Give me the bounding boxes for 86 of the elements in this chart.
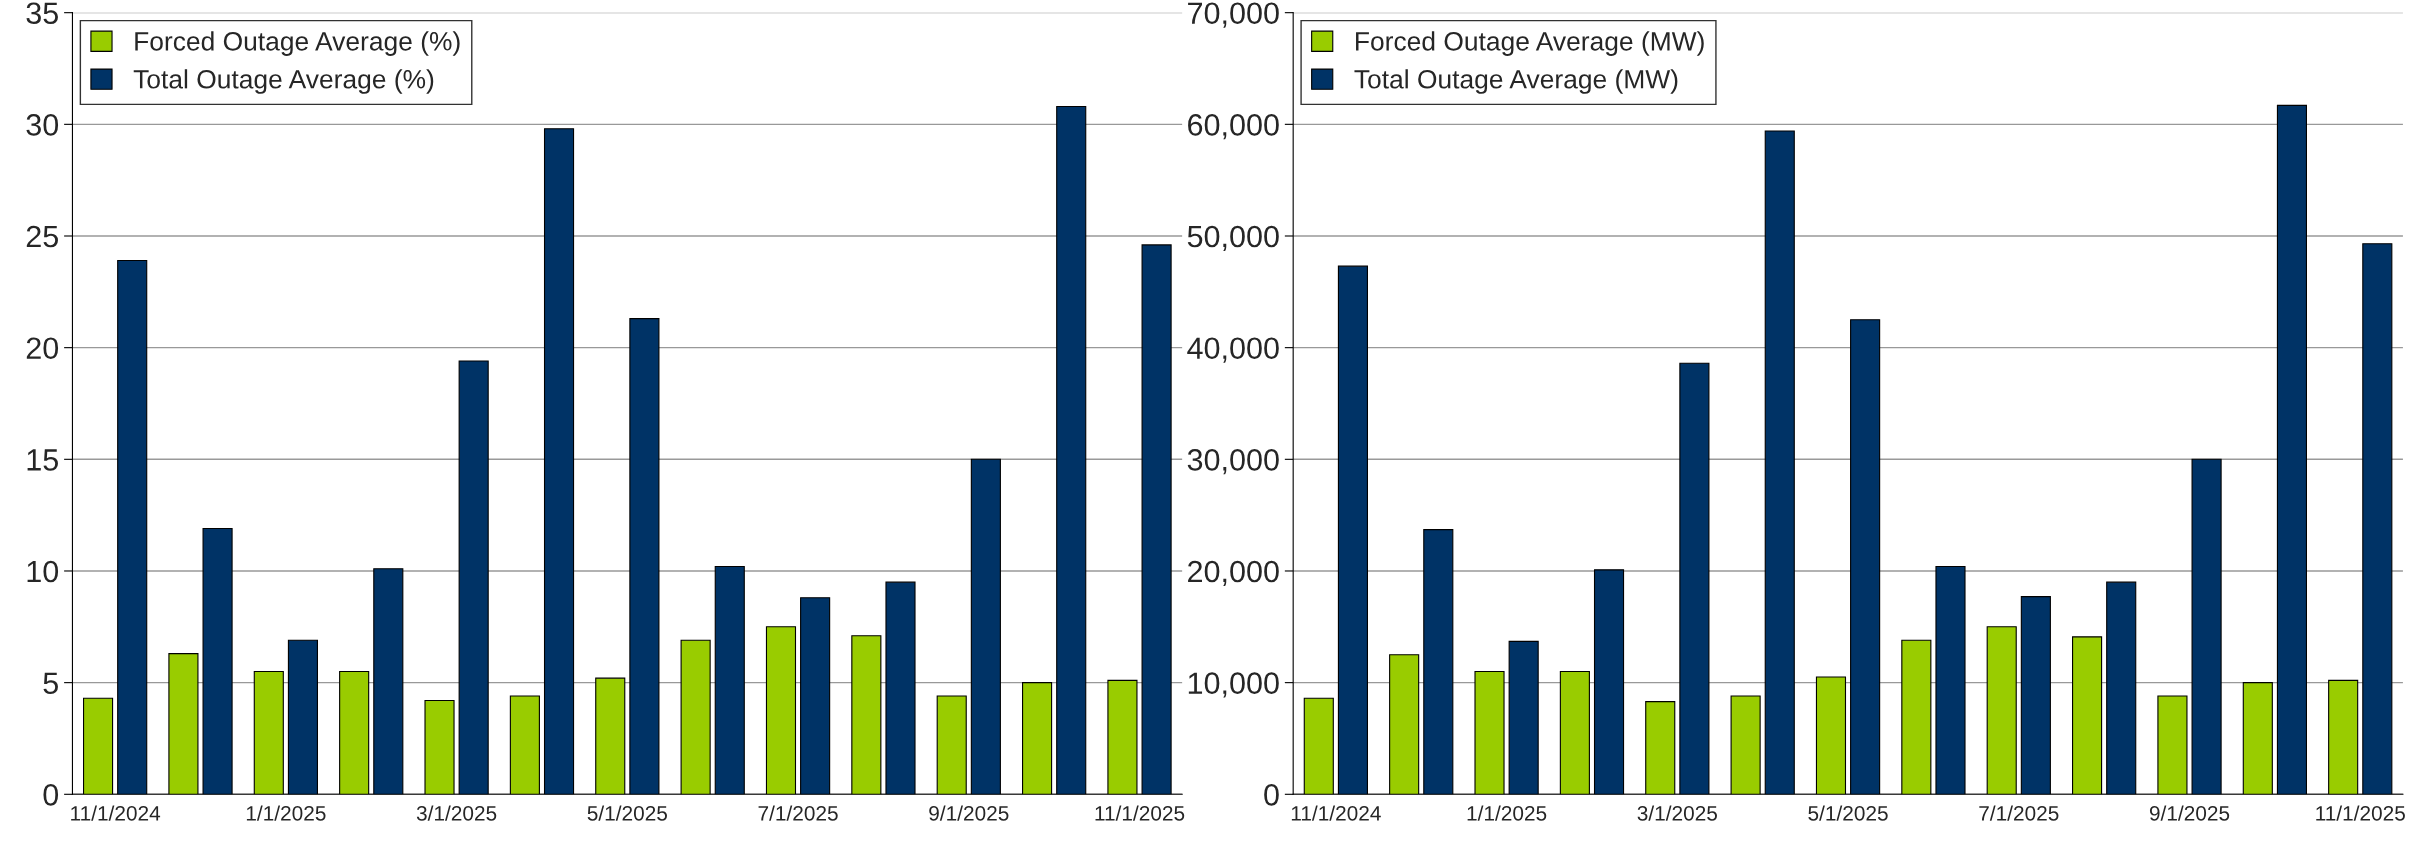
bar [629,318,660,795]
y-tick-label: 10 [27,560,59,583]
y-tick-label: 35 [26,2,58,25]
bar [1423,529,1454,795]
bar [373,568,404,795]
bar [1337,265,1368,795]
x-tick-label: 11/1/2024 [1291,805,1381,821]
bar [202,527,233,795]
bar [1107,679,1138,795]
bar [1679,362,1710,795]
y-tick-label: 25 [26,225,58,248]
x-tick-label: 9/1/2025 [2149,805,2230,821]
bar [543,128,575,795]
bar [595,677,626,795]
bar [936,695,967,795]
bar [2157,695,2188,795]
y-tick-label: 60,000 [1188,114,1279,140]
bar [168,653,199,795]
y-tick-label: 30 [26,114,59,136]
x-tick-label: 5/1/2025 [1808,805,1888,821]
bar [1850,319,1881,795]
bar [1764,130,1795,795]
x-tick-label: 11/1/2025 [2316,805,2405,821]
x-tick-label: 11/1/2024 [71,805,161,821]
bar [339,670,370,795]
bar [2072,636,2103,795]
legend-label: Forced Outage Average (%) [135,31,460,56]
y-tick-label: 0 [1264,784,1279,806]
bar [885,581,916,795]
y-tick-label: 30,000 [1187,449,1279,475]
legend-label: Forced Outage Average (MW) [1356,31,1704,56]
bar [1559,670,1590,795]
bar [1815,676,1847,795]
x-tick-label: 5/1/2025 [587,805,667,821]
y-tick-label: 20 [26,337,59,360]
bar [117,260,148,795]
bar [680,639,711,795]
bar [1389,654,1420,795]
x-tick-label: 1/1/2025 [1467,805,1547,821]
bar [851,635,882,795]
bar [1730,695,1761,795]
x-tick-label: 3/1/2025 [416,805,497,821]
bar [800,597,831,795]
bar [2191,458,2222,795]
y-tick-label: 20,000 [1188,560,1279,586]
bar [1474,670,1505,795]
bar [82,697,114,795]
bar [970,458,1001,795]
bar [2276,104,2308,795]
bar [714,565,745,795]
x-tick-label: 7/1/2025 [758,805,838,821]
bar [2106,581,2137,795]
bar [1056,105,1087,795]
bar [1645,701,1676,795]
legend-label: Total Outage Average (MW) [1354,69,1678,94]
y-tick-label: 5 [43,672,58,695]
y-tick-label: 0 [43,784,59,806]
legend-label: Total Outage Average (%) [133,69,434,94]
y-tick-label: 10,000 [1188,672,1279,698]
x-tick-label: 3/1/2025 [1637,805,1717,821]
bar [424,699,455,795]
bar [509,695,540,795]
x-tick-label: 11/1/2025 [1095,805,1185,821]
bar [1593,569,1625,795]
bar [1508,640,1539,795]
bar [1022,682,1053,795]
y-tick-label: 50,000 [1187,225,1279,251]
bar [1901,639,1932,795]
bar [2362,243,2393,795]
x-tick-label: 1/1/2025 [246,805,326,821]
x-tick-label: 9/1/2025 [929,805,1009,821]
bar [253,670,284,795]
bar [2020,596,2051,795]
bar [1141,244,1172,795]
bar [2242,682,2273,795]
bar [458,360,489,795]
y-tick-label: 40,000 [1187,337,1279,363]
bar [1303,697,1334,795]
y-tick-label: 15 [27,449,58,471]
bar [765,626,797,795]
bar [2328,679,2359,795]
bar [1986,626,2017,795]
y-tick-label: 70,000 [1188,2,1279,28]
bar [287,639,319,795]
bar [1935,565,1966,795]
x-tick-label: 7/1/2025 [1979,805,2059,821]
